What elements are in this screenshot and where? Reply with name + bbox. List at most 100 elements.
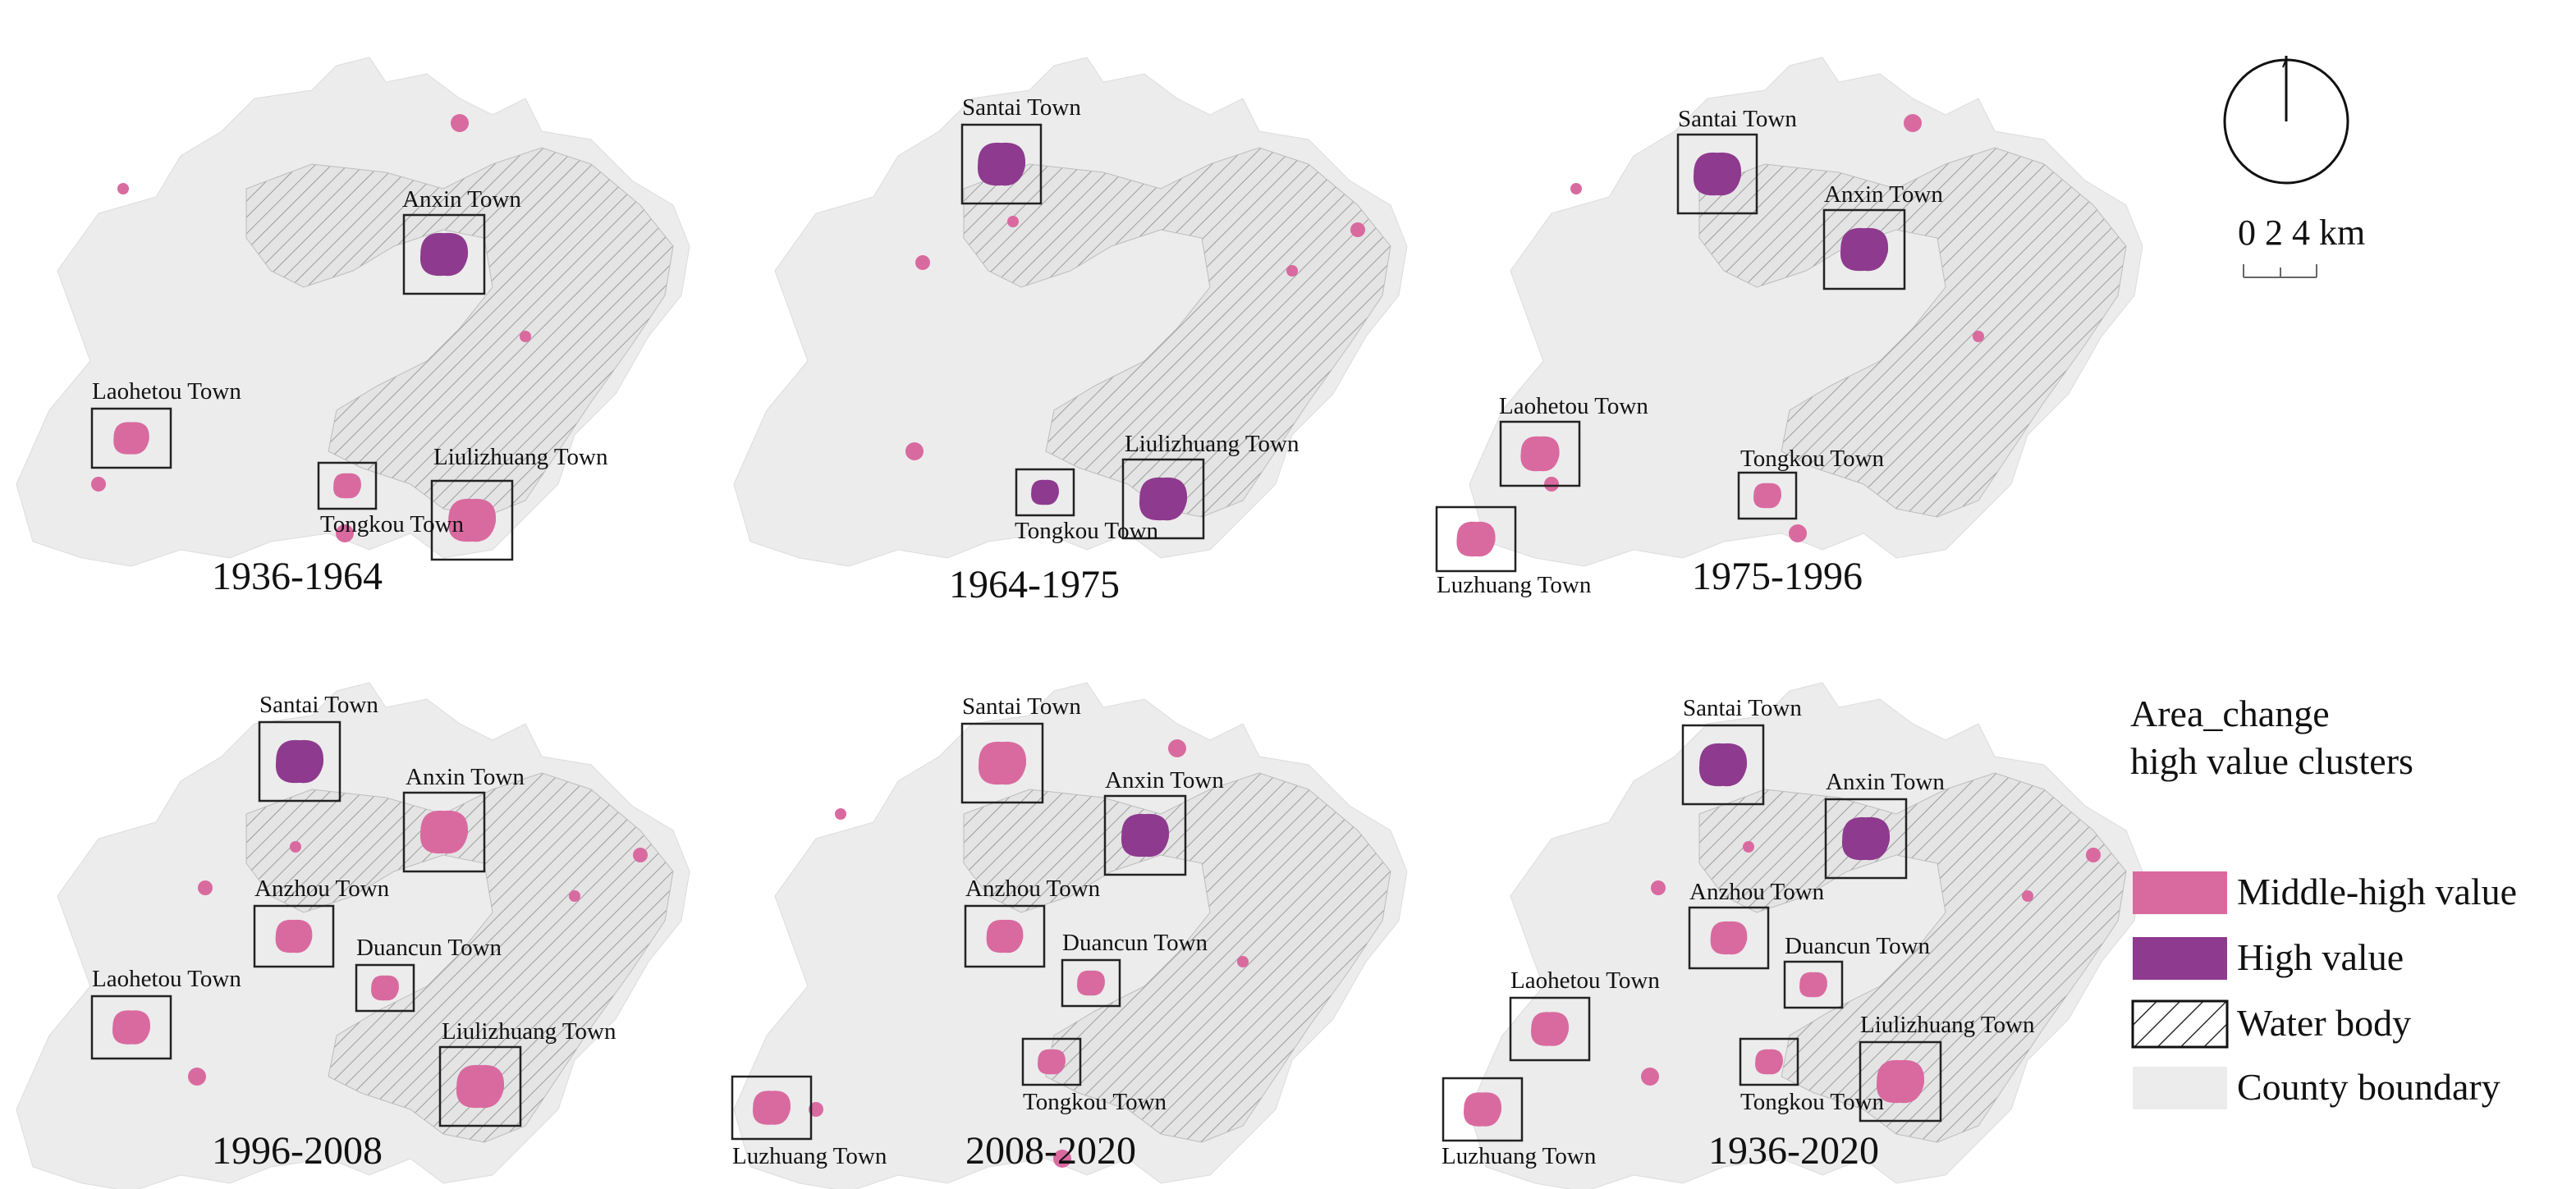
cluster-patch [117,183,129,194]
cluster-patch [835,808,846,820]
town-label: Santai Town [1683,695,1802,721]
town-box [1822,208,1906,290]
cluster-patch [915,255,930,270]
town-box [253,904,335,968]
town-label: Luzhuang Town [1437,572,1592,598]
cluster-patch [1753,482,1781,509]
cluster-patch [977,142,1026,186]
town-box [1121,458,1205,540]
cluster-patch [1973,331,1984,342]
town-box [1103,794,1187,876]
town-label: Tongkou Town [1740,446,1885,472]
cluster-patch [419,232,469,277]
town-label: Anzhou Town [1689,879,1825,905]
cluster-patch [569,890,580,902]
town-label: Anxin Town [1826,769,1945,795]
cluster-patch [1641,1068,1659,1086]
town-label: Luzhuang Town [1442,1143,1597,1169]
town-box [1442,1077,1524,1142]
town-label: Santai Town [962,693,1081,720]
cluster-patch [1237,956,1249,967]
map-panel: Santai Town Anxin Town Laohetou Town Tongko… [1435,57,2143,598]
legend-label-middle-high: Middle-high value [2237,871,2517,912]
cluster-patch [1038,1049,1066,1075]
cluster-patch [1570,183,1582,194]
town-label: Laohetou Town [1499,393,1648,419]
town-box [1509,996,1591,1062]
cluster-patch [275,739,324,784]
town-label: Luzhuang Town [732,1143,887,1169]
town-box [960,722,1044,804]
town-box [258,720,341,803]
legend-swatch-middle-high [2133,871,2227,914]
town-box [1824,798,1908,880]
cluster-patch [1876,1059,1925,1104]
town-box [960,123,1043,205]
legend-label-water: Water body [2237,1002,2411,1044]
cluster-patch [978,741,1027,785]
town-box [1688,906,1770,970]
town-label: Anxin Town [406,764,525,790]
legend-title-line2: high value clusters [2130,740,2413,782]
cluster-patch [1007,216,1019,227]
cluster-patch [1031,479,1059,505]
cluster-patch [275,919,313,953]
town-label: Santai Town [962,94,1081,121]
cluster-patch [986,919,1024,953]
town-box [438,1045,522,1127]
cluster-patch [1139,477,1188,521]
period-label: 1936-1964 [212,555,383,598]
map-panel: Santai Town Anxin Town Anzhou Town Duancun … [16,682,690,1189]
period-label: 1996-2008 [212,1129,383,1173]
town-label: Tongkou Town [1740,1089,1885,1115]
cluster-patch [2086,848,2101,862]
cluster-patch [1799,972,1827,998]
period-label: 1936-2020 [1708,1129,1879,1173]
cluster-patch [1053,1150,1071,1168]
water-body [963,772,1391,1143]
town-box [402,213,486,295]
cluster-patch [1651,880,1666,895]
cluster-patch [1456,521,1496,557]
town-label: Laohetou Town [1510,967,1660,994]
cluster-patch [447,498,497,542]
town-box [1015,468,1075,517]
cluster-patch [1464,1092,1501,1127]
cluster-patch [333,473,361,499]
period-label: 1964-1975 [949,563,1120,606]
cluster-patch [456,1064,505,1109]
town-box [964,904,1046,968]
cluster-patch [91,477,106,492]
cluster-patch [1755,1049,1783,1075]
scale-bar-label: 0 2 4 km [2238,213,2365,253]
town-label: Duancun Town [1062,930,1208,956]
map-panel: Santai Town Anxin Town Anzhou Town Duancun … [1442,682,2143,1189]
town-box [402,791,486,873]
town-label: Anxin Town [1824,181,1943,208]
cluster-patch [1698,743,1748,787]
cluster-patch [1520,436,1560,472]
town-label: Santai Town [1678,106,1797,132]
town-label: Laohetou Town [92,378,241,405]
legend-title-line1: Area_change [2130,693,2330,734]
town-label: Anzhou Town [965,876,1101,902]
cluster-patch [1693,152,1742,196]
cluster-patch [419,810,469,854]
period-label: 1975-1996 [1692,555,1863,598]
cluster-patch [1531,1012,1569,1046]
town-box [430,479,514,561]
town-box [317,461,378,510]
legend-swatch-county [2133,1067,2227,1109]
scale-bar: 0 2 4 km [2238,213,2365,278]
cluster-patch [451,114,469,132]
town-box [90,407,172,469]
cluster-patch [198,880,213,895]
town-box [1435,505,1517,573]
cluster-patch [290,841,301,853]
cluster-patch [905,442,924,460]
legend-swatch-water [2131,999,2229,1049]
cluster-patch [1841,816,1891,861]
legend-label-county: County boundary [2237,1066,2500,1108]
cluster-patch [1286,265,1298,277]
